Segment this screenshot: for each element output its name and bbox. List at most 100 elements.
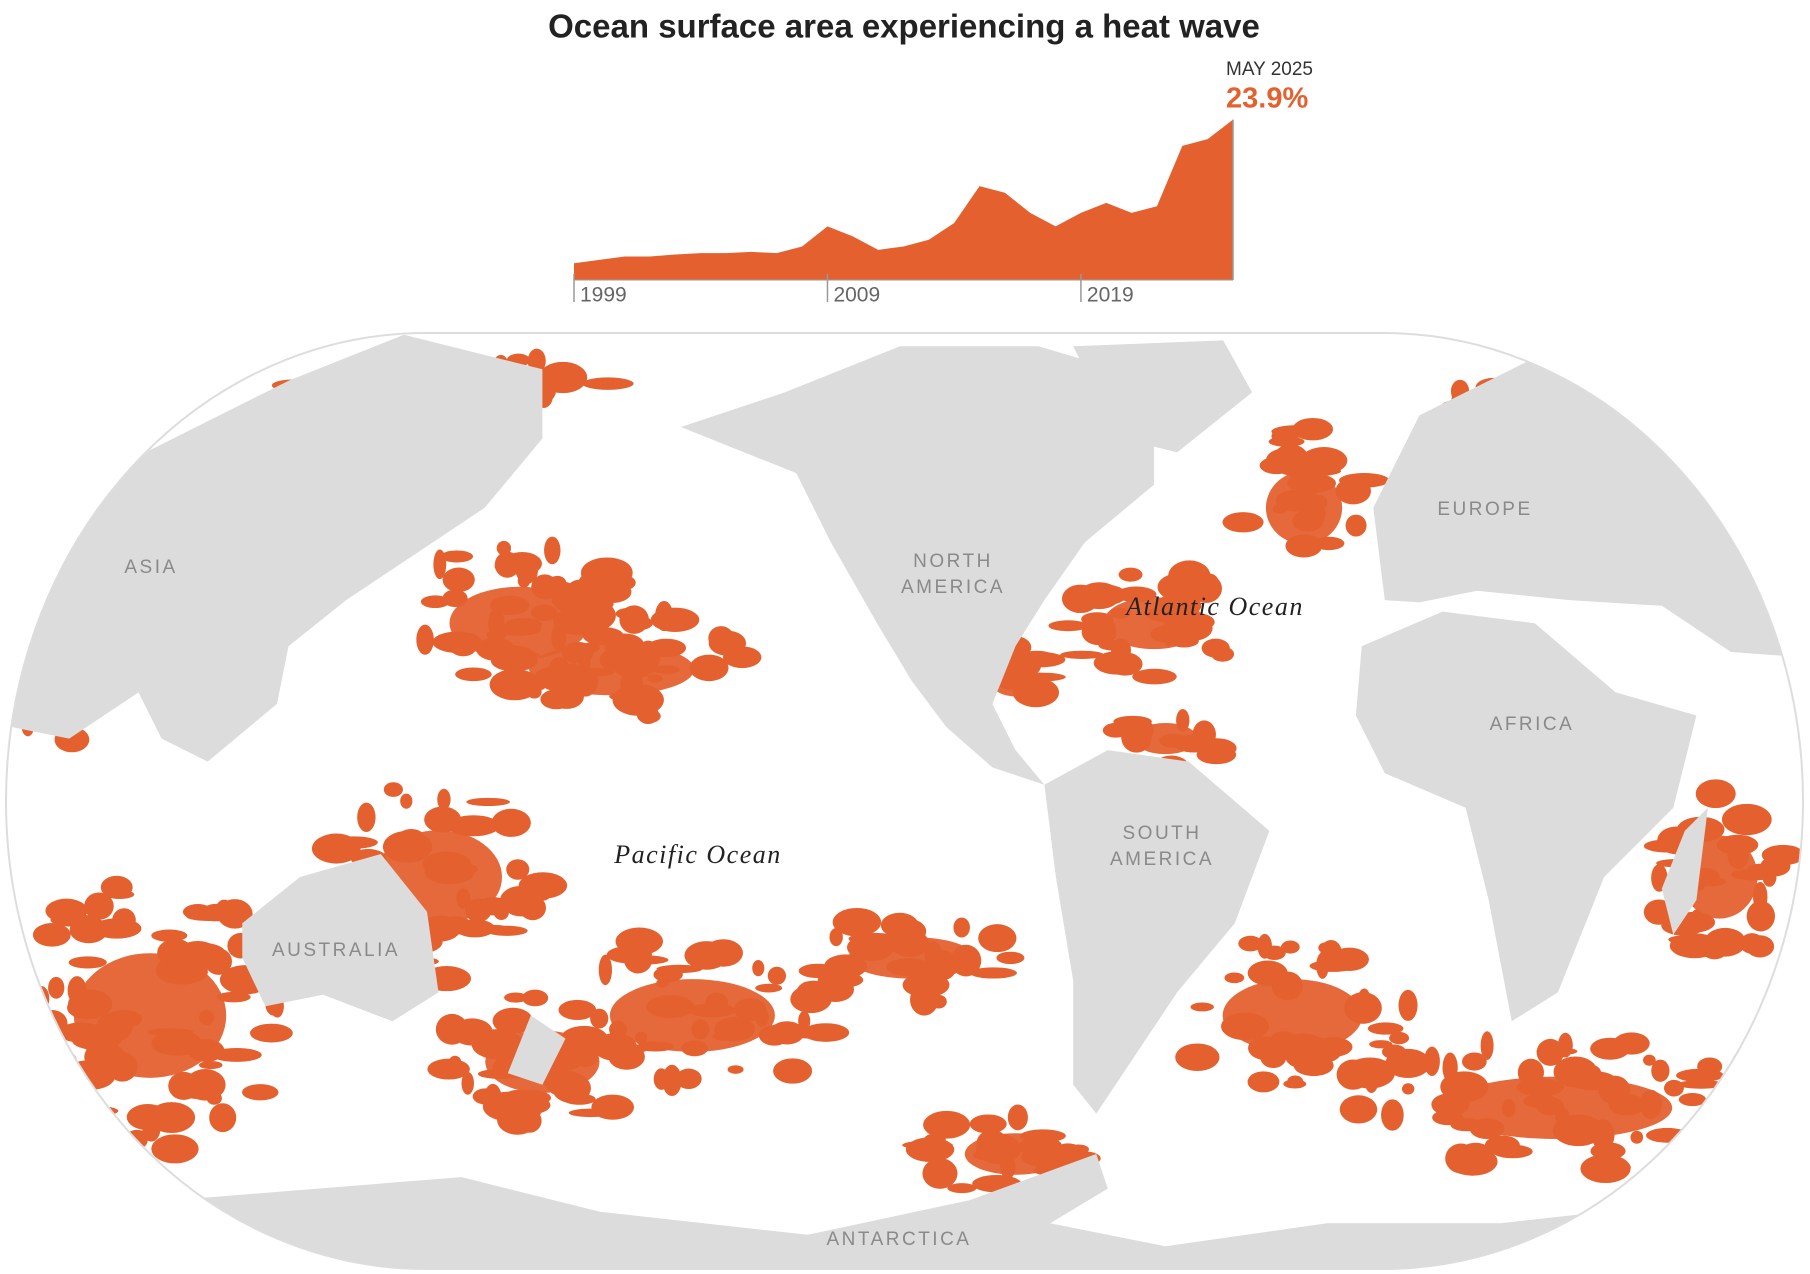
heat-wave-patch [1753,882,1768,912]
heat-wave-patch [1283,1079,1307,1089]
continent-label: EUROPE [1437,499,1532,520]
heat-wave-patch [147,1028,194,1037]
heat-wave-patch [504,1095,551,1115]
heat-wave-patch [1382,1044,1407,1060]
heat-wave-patch [646,995,695,1019]
heat-wave-patch [1157,573,1202,602]
heat-wave-patch [1745,935,1775,958]
heat-wave-patch [357,802,376,832]
heat-wave-patch [1345,514,1367,537]
land [1355,611,1697,1022]
x-tick-label: 2009 [833,284,880,307]
heat-wave-patch [68,956,107,969]
heat-wave-patch [472,1088,499,1105]
heat-wave-patch [1555,1107,1570,1126]
heat-wave-patch [496,540,512,556]
heat-wave-patch [1695,779,1736,809]
heat-wave-patch [48,976,65,999]
area [574,119,1233,280]
heat-wave-patch [553,607,604,635]
heat-wave-patch [151,1134,199,1164]
land [507,1015,566,1085]
heat-wave-patch [1536,1047,1578,1056]
heat-wave-patch [435,1013,469,1045]
continent-label: SOUTH [1123,823,1202,844]
heat-wave-patch [69,916,108,944]
x-tick-label: 1999 [580,284,627,307]
heat-wave-patch [65,1053,79,1083]
heat-wave-patch [1292,417,1334,441]
heat-wave-patch [975,1133,1021,1165]
heat-wave-patch [910,983,939,1016]
heat-wave-patch [922,1158,958,1189]
heat-wave-patch [1247,1071,1280,1093]
continent-label: AUSTRALIA [272,940,400,961]
heat-wave-patch [752,959,765,977]
heat-wave-patch [383,782,403,797]
annotation-date: MAY 2025 [1226,59,1313,80]
heat-wave-patch [656,978,669,988]
continent-label: AMERICA [1110,849,1214,870]
heat-wave-patch [28,1090,55,1104]
heat-wave-patch [1272,503,1288,514]
heat-wave-patch [978,924,1017,953]
heat-wave-patch [1727,841,1749,870]
heat-wave-patch [1457,1142,1494,1171]
heat-wave-patch [522,989,549,1007]
heat-wave-patch [1700,935,1729,960]
heat-wave-patch [923,1110,971,1139]
heat-wave-patch [1424,1046,1440,1076]
heat-wave-patch [1740,1097,1784,1123]
heat-wave-patch [211,1048,262,1062]
heat-wave-patch [105,1009,143,1028]
heat-wave-patch [530,604,558,622]
value-label: 23.9% [1226,83,1308,115]
heat-wave-patch [1271,971,1303,1001]
heat-wave-patch [538,361,588,394]
heat-wave-patch [1313,536,1345,551]
heat-wave-patch [636,640,661,671]
heat-wave-patch [591,1094,635,1120]
heat-wave-patch [105,890,135,899]
heat-wave-patch [755,1008,769,1027]
heat-wave-patch [950,944,982,977]
heat-wave-patch [816,976,854,1003]
heat-wave-patch [491,808,531,837]
heat-wave-patch [1176,709,1190,732]
heat-wave-patch [1036,1142,1050,1161]
heat-wave-patch [492,1007,533,1035]
heat-wave-patch [1309,501,1326,526]
heat-wave-patch [647,674,663,683]
heat-wave-patch [449,638,477,657]
heat-wave-patch [67,989,113,1020]
heat-wave-patch [615,927,663,956]
heat-wave-patch [755,983,783,993]
heat-wave-patch [199,1009,215,1026]
heat-wave-patch [1132,668,1177,685]
heat-wave-patch [461,1071,475,1095]
heat-wave-patch [1401,1083,1415,1095]
heat-wave-patch [447,815,500,837]
ocean-label: Atlantic Ocean [1124,592,1304,621]
chart-title: Ocean surface area experiencing a heat w… [548,8,1260,45]
heat-wave-patch [1480,1031,1494,1060]
heat-wave-patch [400,793,413,809]
heat-wave-patch [681,1040,709,1057]
heat-wave-patch [1588,1158,1631,1177]
heat-wave-patch [609,691,654,702]
heat-wave-patch [504,992,528,1003]
heat-wave-patch [558,999,597,1020]
heat-wave-patch [1268,436,1305,447]
heat-wave-patch [637,705,659,725]
heat-wave-patch [173,941,186,965]
land [1044,750,1270,1114]
heat-wave-patch [1222,512,1264,533]
heat-wave-patch [832,907,882,937]
heat-wave-patch [542,677,579,692]
heat-wave-patch [250,1023,293,1043]
heat-wave-patch [598,954,613,986]
heat-wave-patch [1381,1099,1404,1131]
heat-wave-patch [890,929,930,958]
heat-wave-patch [519,895,546,921]
